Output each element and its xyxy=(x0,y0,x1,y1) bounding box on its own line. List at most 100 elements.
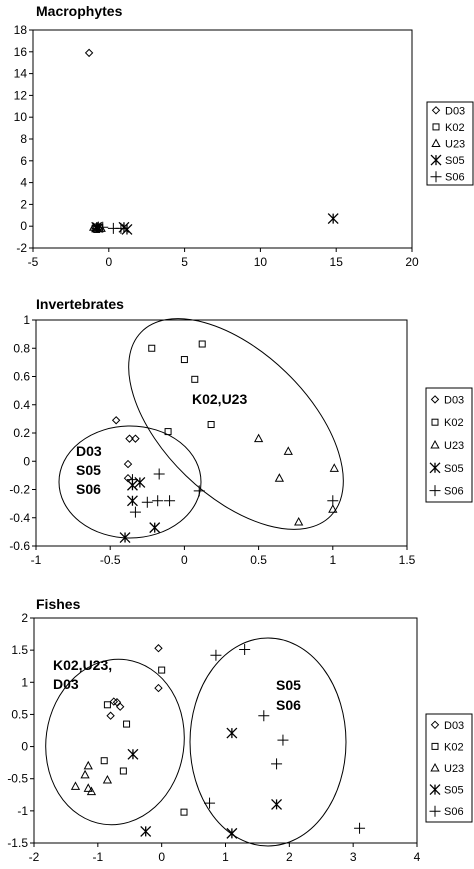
data-point-k02 xyxy=(123,720,131,728)
data-point-u23 xyxy=(70,781,81,790)
x-tick-label: 0 xyxy=(105,255,112,269)
x-tick-label: 0 xyxy=(181,553,188,567)
legend-marker-k02 xyxy=(432,123,440,131)
data-point-s06 xyxy=(126,474,138,486)
legend-box xyxy=(426,101,474,186)
series-s06 xyxy=(126,468,339,518)
plot-area xyxy=(33,617,418,844)
chart-macrophytes: Macrophytes -2 0 2 4 6 8 10 12 14 16 18 -5 0 5 10 15 20 D0… xyxy=(14,3,474,269)
legend-label-d03: D03 xyxy=(444,720,464,732)
series-k02 xyxy=(148,340,215,436)
y-tick-label: 2 xyxy=(21,611,28,625)
data-point-u23 xyxy=(274,473,285,482)
y-tick-label: 4 xyxy=(20,176,27,190)
data-point-s06 xyxy=(152,495,164,507)
legend-label-s06: S06 xyxy=(444,486,464,498)
data-point-u23 xyxy=(283,446,293,455)
data-point-s06 xyxy=(193,485,205,497)
x-tick-label: 1 xyxy=(329,553,336,567)
data-point-s05 xyxy=(134,476,146,488)
y-tick-label: 6 xyxy=(20,154,27,168)
data-point-u23 xyxy=(253,433,264,443)
cluster-label: D03 xyxy=(53,676,79,692)
cluster-ellipse xyxy=(58,425,202,539)
x-tick-label: 3 xyxy=(350,850,357,864)
x-tick-label: -1 xyxy=(92,850,103,864)
cluster-label: S05 xyxy=(76,462,101,478)
data-point-s06 xyxy=(277,734,289,746)
legend-marker-s06 xyxy=(429,805,441,817)
data-point-k02 xyxy=(207,421,215,429)
data-point-s05 xyxy=(140,825,152,837)
x-tick-label: 1.5 xyxy=(399,553,416,567)
legend-marker-d03 xyxy=(430,720,440,730)
series-s06 xyxy=(97,221,127,234)
x-tick-label: -2 xyxy=(29,850,40,864)
chart-invertebrates: Invertebrates -0.6 -0.4 -0.2 0 0.2 0.4 0.6 0.8 1 -… xyxy=(9,296,473,567)
series-u23 xyxy=(253,433,339,526)
legend-label-s05: S05 xyxy=(445,155,465,167)
y-tick-label: -0.4 xyxy=(9,511,30,525)
data-point-k02 xyxy=(180,356,188,364)
y-tick-label: 0 xyxy=(20,219,27,233)
data-point-s05 xyxy=(127,495,138,507)
data-point-k02 xyxy=(164,428,172,436)
y-tick-label: 16 xyxy=(14,45,28,59)
legend-label-u23: U23 xyxy=(444,440,464,452)
data-point-s05 xyxy=(91,221,103,233)
data-point-u23 xyxy=(83,760,93,770)
data-point-d03 xyxy=(123,459,133,469)
y-tick-label: 1 xyxy=(23,313,30,327)
data-point-s06 xyxy=(327,495,339,507)
y-tick-label: 12 xyxy=(14,88,28,102)
data-point-s05 xyxy=(226,827,238,839)
data-point-s06 xyxy=(204,797,216,809)
series-s05 xyxy=(91,213,339,235)
y-tick-label: 0.6 xyxy=(13,370,30,384)
y-tick-label: 0.5 xyxy=(11,707,28,721)
y-tick-label: 1 xyxy=(21,675,28,689)
x-tick-label: 10 xyxy=(254,255,268,269)
legend-marker-d03 xyxy=(430,395,440,404)
legend-box xyxy=(425,387,473,503)
data-point-s06 xyxy=(354,822,366,834)
x-tick-label: 2 xyxy=(286,850,293,864)
data-point-u23 xyxy=(80,769,90,779)
data-point-s05 xyxy=(226,727,238,739)
legend-label-k02: K02 xyxy=(445,122,465,134)
series-s06 xyxy=(204,644,366,834)
cluster-label: S06 xyxy=(276,697,301,713)
data-point-s06 xyxy=(239,644,251,655)
legend-label-s06: S06 xyxy=(445,172,465,184)
data-point-u23 xyxy=(86,786,97,796)
y-tick-label: 2 xyxy=(20,197,27,211)
legend: D03 K02 U23 S05 S06 xyxy=(425,387,473,503)
legend-label-s05: S05 xyxy=(444,463,464,475)
data-point-k02 xyxy=(158,666,166,674)
legend-marker-s06 xyxy=(430,171,442,183)
data-point-s05 xyxy=(149,522,161,534)
plot-area xyxy=(32,29,413,249)
x-tick-label: 0.5 xyxy=(250,553,267,567)
y-tick-label: 14 xyxy=(14,67,28,81)
x-tick-label: -1 xyxy=(31,553,42,567)
y-tick-label: -2 xyxy=(16,241,27,255)
legend-label-u23: U23 xyxy=(445,139,465,151)
y-tick-label: 0.2 xyxy=(13,426,30,440)
data-point-d03 xyxy=(84,48,94,58)
x-tick-label: 1 xyxy=(222,850,229,864)
data-point-k02 xyxy=(198,340,206,348)
data-point-k02 xyxy=(180,808,188,816)
data-point-u23 xyxy=(294,516,304,526)
data-point-k02 xyxy=(100,757,108,765)
y-tick-label: 0 xyxy=(23,454,30,468)
y-tick-label: 0.8 xyxy=(13,341,30,355)
chart-title: Macrophytes xyxy=(36,3,123,19)
legend-label-d03: D03 xyxy=(444,394,464,406)
x-tick-label: -5 xyxy=(28,255,39,269)
data-point-d03 xyxy=(111,416,121,425)
data-point-s06 xyxy=(258,710,270,722)
x-tick-label: 0 xyxy=(158,850,165,864)
data-point-d03 xyxy=(131,434,140,443)
